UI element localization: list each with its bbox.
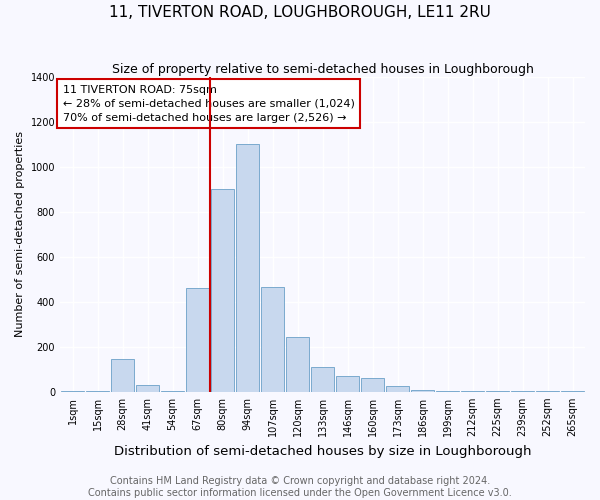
- Text: 11, TIVERTON ROAD, LOUGHBOROUGH, LE11 2RU: 11, TIVERTON ROAD, LOUGHBOROUGH, LE11 2R…: [109, 5, 491, 20]
- Bar: [211, 189, 234, 392]
- Bar: [336, 376, 359, 392]
- Bar: [136, 385, 159, 392]
- Bar: [461, 391, 484, 392]
- Y-axis label: Number of semi-detached properties: Number of semi-detached properties: [15, 131, 25, 337]
- Title: Size of property relative to semi-detached houses in Loughborough: Size of property relative to semi-detach…: [112, 62, 533, 76]
- Bar: [411, 390, 434, 392]
- Text: 11 TIVERTON ROAD: 75sqm
← 28% of semi-detached houses are smaller (1,024)
70% of: 11 TIVERTON ROAD: 75sqm ← 28% of semi-de…: [62, 84, 355, 122]
- Bar: [111, 359, 134, 392]
- X-axis label: Distribution of semi-detached houses by size in Loughborough: Distribution of semi-detached houses by …: [114, 444, 531, 458]
- Bar: [486, 391, 509, 392]
- Bar: [286, 336, 309, 392]
- Bar: [311, 367, 334, 392]
- Text: Contains HM Land Registry data © Crown copyright and database right 2024.
Contai: Contains HM Land Registry data © Crown c…: [88, 476, 512, 498]
- Bar: [186, 288, 209, 392]
- Bar: [236, 144, 259, 392]
- Bar: [436, 390, 459, 392]
- Bar: [261, 287, 284, 392]
- Bar: [361, 378, 384, 392]
- Bar: [386, 386, 409, 392]
